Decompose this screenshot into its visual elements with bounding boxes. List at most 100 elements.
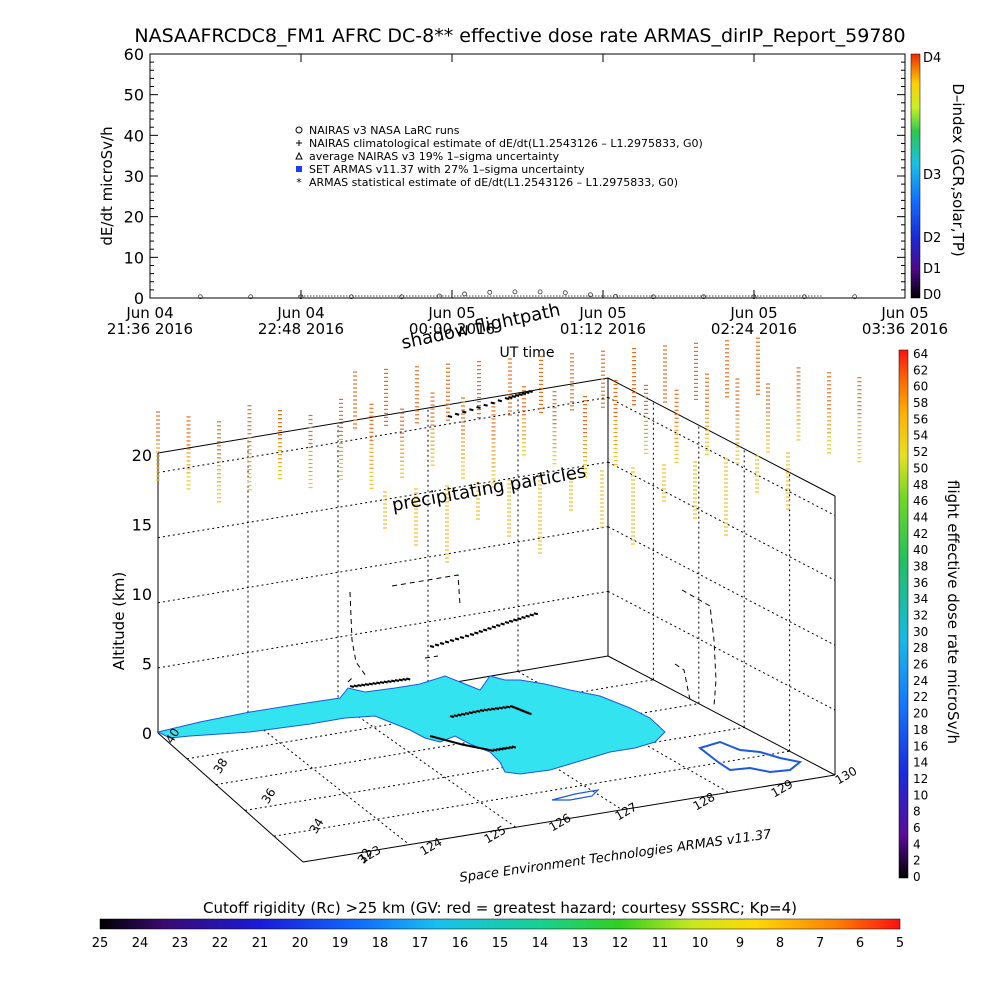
coast-outline-east	[697, 740, 803, 774]
dose-colorbar-tick-label: 28	[913, 641, 928, 655]
legend-marker-triangle	[295, 151, 303, 160]
flightpath-marker	[434, 643, 440, 647]
latitude-tick-label: 36	[259, 786, 279, 806]
altitude-tick-label: 15	[132, 516, 152, 535]
flightpath-marker	[511, 395, 516, 398]
flightpath-marker	[492, 748, 498, 752]
legend-entry: NAIRAS v3 NASA LaRC runs	[309, 124, 460, 137]
chart-title: NASAAFRCDC8_FM1 AFRC DC-8** effective do…	[134, 25, 905, 47]
flightpath-marker	[483, 403, 488, 407]
top-x-tick-label-time: 01:12 2016	[560, 320, 646, 338]
top-y-axis-label: dE/dt microSv/h	[98, 126, 116, 245]
dose-colorbar-tick-label: 36	[913, 576, 928, 590]
d-index-colorbar	[910, 53, 921, 299]
dose-colorbar-tick-label: 20	[913, 707, 928, 721]
data-point	[197, 294, 203, 300]
dose-colorbar	[898, 349, 909, 879]
top-x-tick-label-time: 22:48 2016	[258, 320, 344, 338]
top-x-tick-label-date: Jun 05	[427, 304, 475, 322]
flightpath-marker	[402, 678, 407, 681]
top-y-axis: 0 10 20 30 40 50 60	[124, 45, 905, 308]
altitude-axis: 0 5 10 15 20	[132, 446, 152, 743]
rigidity-colorbar-tick-label: 14	[532, 936, 549, 951]
flightpath-marker	[449, 715, 455, 718]
top-x-tick-label-time: 00:00 2016	[409, 320, 495, 338]
flightpath-marker	[429, 735, 435, 738]
rigidity-colorbar-tick-label: 23	[172, 936, 189, 951]
top-x-tick-label-date: Jun 05	[729, 304, 777, 322]
data-point	[399, 294, 405, 300]
box-edge	[157, 377, 609, 454]
d-index-tick-label: D4	[923, 51, 941, 66]
box-edge	[607, 655, 836, 776]
flightpath-marker	[444, 640, 450, 644]
flightpath-marker	[468, 711, 473, 715]
dose-colorbar-tick-label: 0	[913, 870, 921, 884]
d-index-tick-label: D1	[923, 262, 941, 277]
flightpath-marker	[449, 639, 455, 642]
legend-entry: SET ARMAS v11.37 with 27% 1–sigma uncert…	[309, 163, 585, 176]
legend-entry: ARMAS statistical estimate of dE/dt(L1.2…	[309, 176, 678, 189]
flightpath-marker	[496, 748, 501, 751]
flightpath-marker	[500, 622, 505, 626]
flightpath-marker	[518, 393, 523, 396]
box-edge	[607, 377, 836, 497]
altitude-tick-label: 20	[132, 446, 152, 465]
latitude-tick-label: 38	[211, 756, 231, 776]
rigidity-colorbar-tick-label: 10	[692, 936, 709, 951]
flightpath-marker	[464, 634, 470, 638]
flightpath-marker	[491, 625, 497, 629]
longitude-tick-label: 124	[418, 835, 445, 859]
latitude-tick-label: 32	[355, 846, 375, 866]
data-point	[588, 292, 593, 298]
rigidity-colorbar-tick-label: 22	[212, 936, 229, 951]
flightpath-marker	[499, 747, 504, 751]
flightpath-marker	[361, 683, 366, 687]
top-y-tick-label: 60	[124, 45, 144, 64]
data-point	[650, 294, 656, 300]
grid-line	[157, 461, 609, 539]
flightpath-marker	[508, 619, 514, 623]
flightpath-marker	[476, 406, 481, 409]
flightpath-marker	[394, 679, 400, 682]
flightpath-marker	[487, 708, 492, 711]
top-y-tick-label: 30	[124, 167, 144, 186]
data-point	[348, 294, 354, 300]
flightpath-marker	[479, 709, 485, 712]
flightpath-marker	[391, 679, 396, 683]
legend-marker-plus	[296, 140, 302, 146]
grid-line	[427, 686, 623, 811]
legend-marker-square	[296, 166, 302, 172]
dose-colorbar-tick-label: 44	[913, 510, 928, 524]
flightpath-marker	[476, 709, 481, 713]
flightpath-marker	[486, 748, 491, 752]
flightpath-marker	[353, 684, 358, 688]
rigidity-colorbar-tick-label: 18	[372, 936, 389, 951]
flightpath-marker	[441, 738, 446, 741]
flightpath-marker	[406, 677, 411, 681]
dose-colorbar-ticks: 0246810121416182022242628303234363840424…	[913, 347, 928, 884]
dose-colorbar-tick-label: 8	[913, 805, 921, 819]
rigidity-colorbar-tick-label: 9	[736, 936, 744, 951]
legend-entry: NAIRAS climatological estimate of dE/dt(…	[309, 137, 703, 150]
flightpath-marker	[398, 678, 403, 682]
rigidity-colorbar-tick-label: 17	[412, 936, 429, 951]
flightpath-marker	[533, 612, 539, 616]
d-index-tick-label: D0	[923, 288, 941, 303]
flightpath-marker	[502, 706, 507, 709]
data-point	[801, 294, 807, 300]
rigidity-colorbar-tick-label: 7	[816, 936, 824, 951]
latitude-axis: 32 34 36 38 40	[163, 726, 375, 866]
rigidity-colorbar-tick-label: 5	[896, 936, 904, 951]
dose-colorbar-tick-label: 56	[913, 412, 928, 426]
flightpath-marker	[372, 682, 377, 685]
flightpath-marker	[521, 616, 526, 619]
longitude-tick-label: 129	[769, 777, 796, 801]
grid-line	[607, 461, 836, 581]
dose-colorbar-tick-label: 64	[913, 347, 928, 361]
dose-colorbar-tick-label: 48	[913, 478, 928, 492]
flightpath-marker	[506, 705, 511, 709]
data-point	[751, 294, 757, 300]
